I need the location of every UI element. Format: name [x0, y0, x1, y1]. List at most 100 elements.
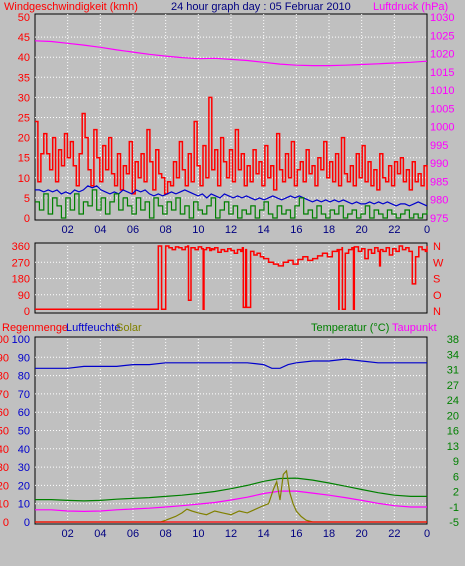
pressure-title: Luftdruck (hPa): [373, 1, 448, 13]
humidity-tick-label: 30: [18, 462, 30, 474]
y-right-tick-label: 1005: [430, 103, 454, 115]
x-tick-label: 12: [225, 224, 237, 236]
compass-tick-label: N: [433, 241, 441, 253]
y-right-tick-label: 985: [430, 176, 448, 188]
rain-tick-label: 70: [0, 389, 9, 401]
x-tick-label: 10: [192, 528, 204, 540]
humidity-tick-label: 50: [18, 426, 30, 438]
x-tick-label: 10: [192, 224, 204, 236]
y-right-tick-label: 995: [430, 140, 448, 152]
humidity-tick-label: 70: [18, 389, 30, 401]
rain-label: Regenmenge: [2, 322, 68, 334]
y-left-tick-label: 180: [12, 274, 30, 286]
y-right-tick-label: 1015: [430, 67, 454, 79]
x-tick-label: 16: [290, 528, 302, 540]
rain-tick-label: 10: [0, 499, 9, 511]
wind-direction-series: [35, 245, 428, 310]
temperature-tick-label: -1: [449, 502, 459, 514]
temperature-tick-label: 9: [453, 456, 459, 468]
y-left-tick-label: 90: [18, 290, 30, 302]
y-left-tick-label: 45: [18, 32, 30, 44]
humidity-series: [35, 358, 427, 369]
temperature-label: Temperatur (°C): [311, 322, 389, 334]
y-left-tick-label: 15: [18, 153, 30, 165]
x-tick-label: 20: [356, 224, 368, 236]
x-tick-label: 06: [127, 224, 139, 236]
y-left-tick-label: 30: [18, 92, 30, 104]
x-tick-label: 08: [160, 224, 172, 236]
temperature-tick-label: 6: [453, 471, 459, 483]
humidity-tick-label: 90: [18, 352, 30, 364]
rain-tick-label: 30: [0, 462, 9, 474]
temperature-series: [35, 477, 427, 502]
y-left-tick-label: 20: [18, 133, 30, 145]
x-tick-label: 0: [424, 224, 430, 236]
compass-tick-label: N: [433, 306, 441, 318]
temperature-tick-label: -5: [449, 517, 459, 529]
rain-tick-label: 50: [0, 426, 9, 438]
y-left-tick-label: 25: [18, 113, 30, 125]
x-tick-label: 02: [62, 224, 74, 236]
x-tick-label: 12: [225, 528, 237, 540]
x-tick-label: 18: [323, 528, 335, 540]
rain-tick-label: 60: [0, 407, 9, 419]
pressure-series: [34, 40, 428, 67]
humidity-tick-label: 10: [18, 499, 30, 511]
y-left-tick-label: 10: [18, 173, 30, 185]
temperature-tick-label: 20: [447, 410, 459, 422]
y-right-tick-label: 980: [430, 195, 448, 207]
rain-tick-label: 100: [0, 334, 9, 346]
x-tick-label: 04: [94, 224, 106, 236]
rain-tick-label: 90: [0, 352, 9, 364]
y-left-tick-label: 360: [12, 241, 30, 253]
y-left-tick-label: 0: [24, 213, 30, 225]
humidity-tick-label: 60: [18, 407, 30, 419]
x-tick-label: 14: [258, 224, 270, 236]
x-tick-label: 04: [94, 528, 106, 540]
x-tick-label: 08: [160, 528, 172, 540]
x-tick-label: 18: [323, 224, 335, 236]
temperature-tick-label: 13: [447, 441, 459, 453]
x-tick-label: 22: [388, 224, 400, 236]
rain-tick-label: 20: [0, 480, 9, 492]
humidity-tick-label: 100: [12, 334, 30, 346]
y-left-tick-label: 35: [18, 72, 30, 84]
humidity-label: Luftfeuchte: [66, 322, 120, 334]
compass-tick-label: S: [433, 274, 440, 286]
solar-label: Solar: [116, 322, 142, 334]
rain-tick-label: 0: [3, 517, 9, 529]
wind-speed-series: [35, 96, 428, 195]
y-right-tick-label: 975: [430, 213, 448, 225]
y-right-tick-label: 1030: [430, 12, 454, 24]
wind-minimum-series: [35, 189, 428, 219]
humidity-tick-label: 20: [18, 480, 30, 492]
dewpoint-series: [35, 490, 427, 513]
temperature-tick-label: 27: [447, 380, 459, 392]
y-left-tick-label: 270: [12, 257, 30, 269]
temperature-tick-label: 34: [447, 349, 459, 361]
y-right-tick-label: 990: [430, 158, 448, 170]
wind-average-series: [35, 185, 428, 207]
x-tick-label: 0: [424, 528, 430, 540]
y-right-tick-label: 1000: [430, 122, 454, 134]
dewpoint-label: Taupunkt: [392, 322, 437, 334]
y-right-tick-label: 1020: [430, 49, 454, 61]
rain-humidity-temp-panel: 0102030405060708090100010203040506070809…: [0, 322, 459, 540]
x-tick-label: 06: [127, 528, 139, 540]
date-title: 24 hour graph day : 05 Februar 2010: [171, 1, 351, 13]
temperature-tick-label: 2: [453, 487, 459, 499]
y-left-tick-label: 0: [24, 306, 30, 318]
temperature-tick-label: 16: [447, 426, 459, 438]
temperature-tick-label: 31: [447, 365, 459, 377]
humidity-tick-label: 40: [18, 444, 30, 456]
rain-tick-label: 80: [0, 371, 9, 383]
y-left-tick-label: 40: [18, 52, 30, 64]
x-tick-label: 22: [388, 528, 400, 540]
x-tick-label: 16: [290, 224, 302, 236]
y-left-tick-label: 50: [18, 12, 30, 24]
y-right-tick-label: 1025: [430, 30, 454, 42]
humidity-tick-label: 0: [24, 517, 30, 529]
y-left-tick-label: 5: [24, 193, 30, 205]
